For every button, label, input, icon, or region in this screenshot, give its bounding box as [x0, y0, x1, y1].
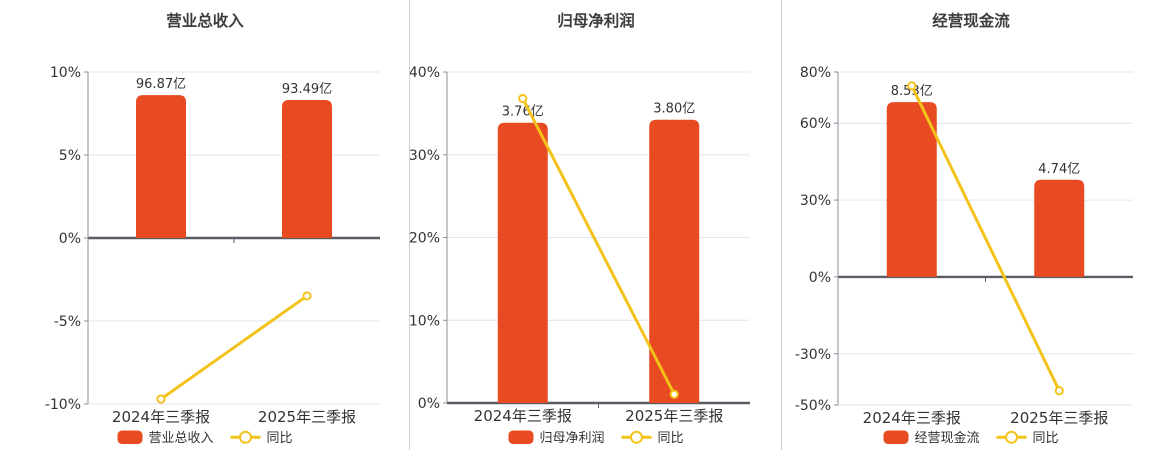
chart-panel-net-profit: 归母净利润 40% 30% 20% 10% 0% 3.76亿 3.80亿 2024年三季报 202… [410, 0, 782, 450]
net-profit-chart-svg: 归母净利润 40% 30% 20% 10% 0% 3.76亿 3.80亿 2024年三季报 202… [410, 11, 750, 447]
bar [282, 100, 332, 238]
y-axis-tick-label: 60% [800, 116, 831, 132]
trend-line-marker [302, 291, 312, 301]
legend-line-item[interactable]: 同比 [996, 430, 1059, 446]
bar-value-label: 8.53亿 [891, 84, 933, 99]
trend-line [910, 85, 1061, 392]
legend-bar-label: 归母净利润 [540, 431, 605, 446]
y-axis-tick-label: 0% [59, 231, 81, 247]
y-axis-tick-label: 80% [800, 65, 831, 81]
y-axis-tick-label: -10% [45, 397, 81, 413]
legend-bar-swatch [508, 430, 534, 444]
legend-line-label: 同比 [267, 431, 293, 446]
y-axis-tick-label: 40% [410, 65, 440, 81]
legend-bar-swatch [883, 430, 909, 444]
bar [1034, 179, 1085, 277]
trend-line-marker [669, 389, 679, 399]
bar-value-label: 96.87亿 [136, 77, 186, 92]
chart-panel-cash-flow: 经营现金流 80% 60% 30% 0% -30% -50% 8.53亿 4.74亿 2024年三… [782, 0, 1160, 450]
bar [497, 122, 548, 403]
bar [136, 95, 186, 239]
x-axis-label: 2025年三季报 [625, 407, 723, 425]
cash-flow-chart-svg: 经营现金流 80% 60% 30% 0% -30% -50% 8.53亿 4.74亿 2024年三… [795, 11, 1133, 446]
bar [886, 102, 937, 277]
legend-line-marker-icon [630, 430, 643, 444]
y-axis-tick-label: 0% [418, 396, 440, 412]
trend-line-marker [156, 394, 166, 404]
legend-line-marker-icon [239, 430, 252, 444]
legend-bar-item[interactable]: 归母净利润 [508, 430, 605, 447]
trend-line-marker [1054, 386, 1064, 396]
legend-bar-item[interactable]: 经营现金流 [883, 430, 980, 446]
chart-title: 归母净利润 [557, 11, 635, 30]
x-axis-label: 2024年三季报 [112, 408, 210, 426]
trend-line [521, 97, 676, 395]
y-axis-tick-label: 10% [410, 313, 440, 329]
bar-value-label: 3.76亿 [502, 105, 544, 120]
y-axis-tick-label: -5% [54, 314, 81, 330]
legend-bar-item[interactable]: 营业总收入 [117, 430, 214, 447]
legend-line-item[interactable]: 同比 [230, 430, 293, 446]
bar-value-label: 93.49亿 [282, 82, 332, 97]
x-axis-label: 2025年三季报 [258, 408, 356, 426]
legend-bar-label: 营业总收入 [149, 431, 214, 446]
legend-line-item[interactable]: 同比 [621, 430, 684, 446]
legend-line-label: 同比 [1033, 431, 1059, 446]
legend-bar-swatch [117, 430, 143, 444]
legend-line-marker-icon [1005, 430, 1018, 444]
trend-line [160, 294, 308, 401]
x-axis-label: 2024年三季报 [863, 409, 961, 427]
y-axis-tick-label: 30% [410, 148, 440, 164]
chart-title: 经营现金流 [932, 11, 1010, 30]
chart-panel-revenue: 营业总收入 10% 5% 0% -5% -10% 96.87亿 93.49亿 2024年三季报 2… [0, 0, 410, 450]
trend-line-marker [907, 81, 917, 91]
bar-value-label: 4.74亿 [1038, 162, 1080, 177]
x-axis-label: 2024年三季报 [474, 407, 572, 425]
y-axis-tick-label: 20% [410, 231, 440, 247]
legend-line-label: 同比 [658, 431, 684, 446]
y-axis-tick-label: -30% [795, 347, 831, 363]
y-axis-tick-label: -50% [795, 398, 831, 414]
y-axis-tick-label: 5% [59, 148, 81, 164]
chart-title: 营业总收入 [166, 11, 244, 30]
legend-bar-label: 经营现金流 [915, 430, 980, 446]
x-axis-label: 2025年三季报 [1010, 409, 1108, 427]
y-axis-tick-label: 0% [809, 270, 831, 286]
bar-value-label: 3.80亿 [653, 102, 695, 117]
trend-line-marker [518, 93, 528, 104]
y-axis-tick-label: 10% [50, 65, 81, 81]
y-axis-tick-label: 30% [800, 193, 831, 209]
bar [649, 119, 700, 404]
revenue-chart-svg: 营业总收入 10% 5% 0% -5% -10% 96.87亿 93.49亿 2024年三季报 2… [45, 11, 380, 447]
